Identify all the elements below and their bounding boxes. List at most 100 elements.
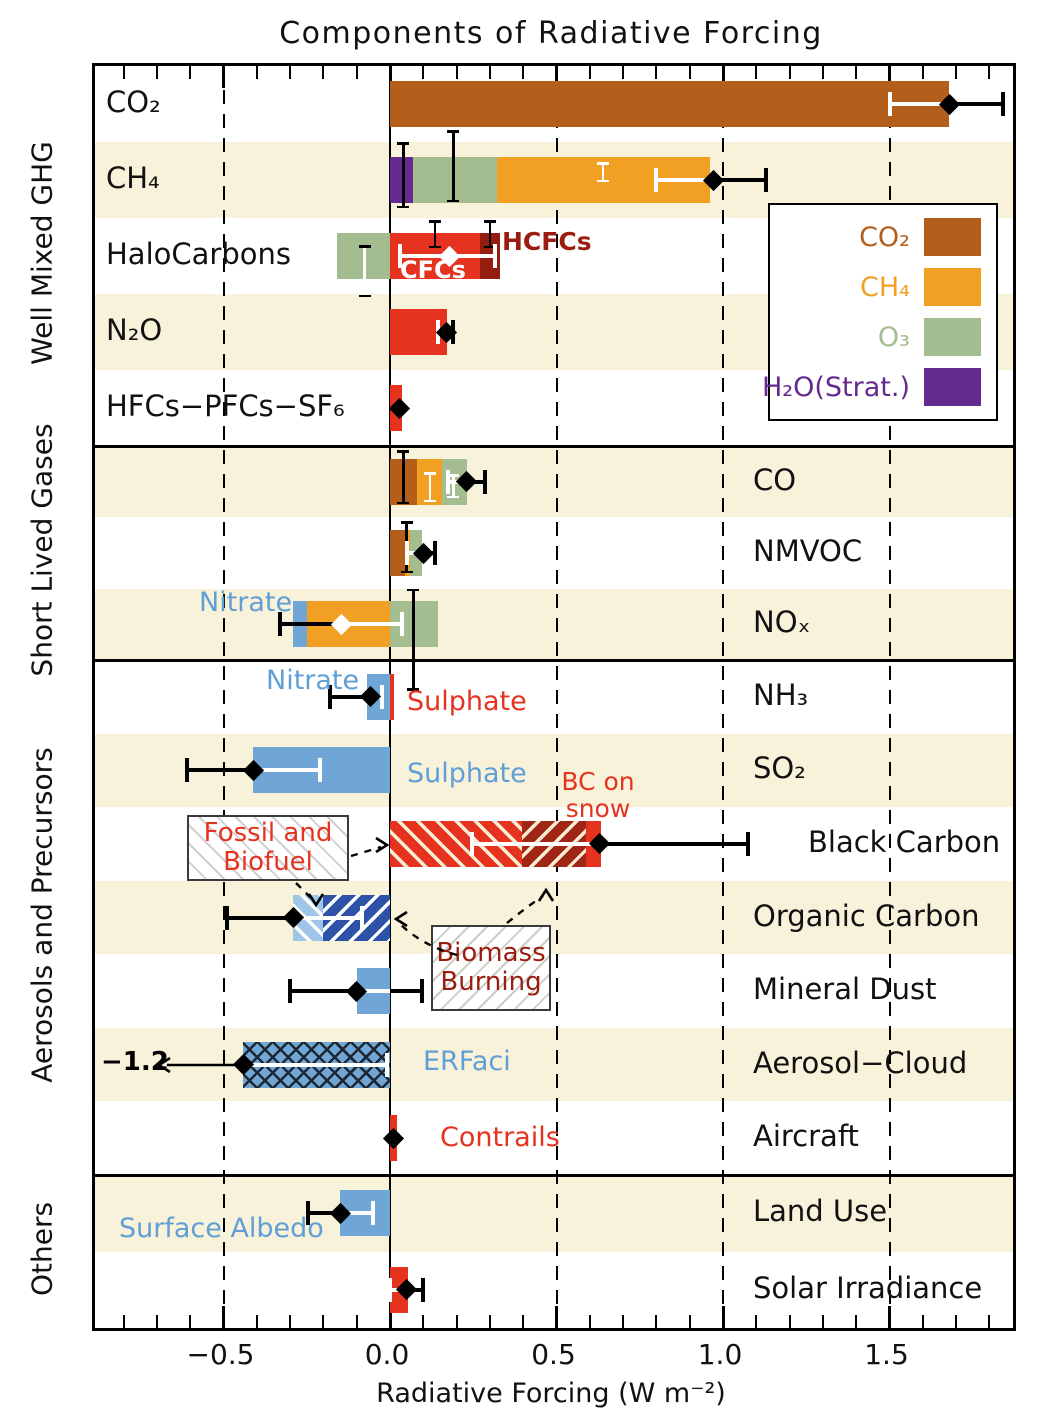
axis-tick: [555, 1306, 558, 1328]
mini-whisker-cap: [397, 142, 410, 145]
legend-swatch-o3: [924, 318, 981, 356]
error-bar-bc: [471, 841, 600, 846]
error-bar-oc: [226, 915, 294, 920]
legend-label: CH₄: [860, 271, 910, 303]
row-band-nox: [95, 588, 1013, 660]
axis-tick: [455, 1315, 458, 1328]
error-cap-nox: [278, 612, 283, 637]
axis-tick: [821, 66, 824, 79]
mini-whisker-cap: [397, 205, 410, 208]
gridline-1: [722, 66, 724, 1328]
axis-tick: [588, 66, 591, 79]
axis-tick: [422, 1315, 425, 1328]
error-cap-dust: [420, 979, 425, 1004]
annotation-sulphate-so2: Sulphate: [407, 758, 527, 789]
mini-whisker-cap: [397, 501, 410, 504]
error-cap-landuse: [306, 1201, 311, 1226]
error-cap-nmvoc: [404, 541, 409, 565]
annotation-bc-on-snow: BC on snow: [561, 767, 635, 823]
axis-tick: [655, 1315, 658, 1328]
axis-tick: [888, 1306, 891, 1328]
chart-title: Components of Radiative Forcing: [279, 16, 823, 51]
axis-tick: [189, 1315, 192, 1328]
x-tick-label: −0.5: [186, 1338, 255, 1371]
legend-item-h2o: H₂O(Strat.): [762, 368, 981, 406]
legend: CO₂ CH₄ O₃ H₂O(Strat.): [762, 203, 998, 421]
section-label-slg: Short Lived Gases: [25, 423, 59, 677]
axis-tick: [955, 1315, 958, 1328]
error-cap-halocarbons: [397, 244, 402, 268]
x-tick-label: 1.0: [697, 1338, 743, 1371]
axis-tick: [988, 1315, 991, 1328]
error-bar-so2: [186, 768, 254, 773]
error-cap-nox: [399, 612, 404, 637]
axis-tick: [921, 66, 924, 79]
error-cap-solar: [421, 1277, 426, 1302]
error-bar-ch4: [656, 178, 713, 182]
error-cap-co: [482, 469, 487, 494]
axis-tick: [322, 1315, 325, 1328]
row-label-co: CO: [753, 462, 797, 497]
mini-whisker: [412, 589, 415, 690]
mini-whisker: [601, 163, 605, 181]
axis-tick: [289, 66, 292, 79]
error-bar-nox: [280, 622, 342, 627]
x-axis-label: Radiative Forcing (W m⁻²): [376, 1378, 726, 1409]
annotation-cfcs: CFCs: [400, 256, 466, 284]
axis-tick: [222, 1306, 225, 1328]
mini-whisker: [402, 451, 405, 503]
error-cap-landuse: [371, 1201, 376, 1226]
row-band-aircraft: [95, 1101, 1013, 1175]
error-cap-co2: [887, 92, 892, 116]
callout-fossil-biofuel: Fossil and Biofuel: [187, 815, 349, 881]
mini-whisker-cap: [483, 245, 496, 248]
axis-tick: [588, 1315, 591, 1328]
error-bar-landuse: [340, 1211, 374, 1216]
axis-tick: [388, 1306, 392, 1328]
mini-whisker: [452, 475, 455, 497]
axis-tick: [522, 66, 525, 79]
mini-whisker-cap: [397, 450, 410, 453]
error-cap-nh3: [328, 684, 333, 709]
annotation-surface-albedo: Surface Albedo: [119, 1213, 324, 1244]
error-bar-dust: [390, 989, 423, 994]
axis-tick: [122, 66, 125, 79]
axis-tick: [955, 66, 958, 79]
mini-whisker: [452, 131, 455, 201]
callout-biomass-burning: Biomass Burning: [431, 925, 551, 1011]
axis-tick: [688, 66, 691, 79]
axis-tick: [821, 1315, 824, 1328]
error-bar-nh3: [330, 694, 370, 699]
row-label-n2o: N₂O: [106, 313, 163, 347]
axis-tick: [488, 1315, 491, 1328]
annotation-erfaci: ERFaci: [423, 1046, 511, 1077]
mini-whisker-cap: [407, 688, 420, 691]
error-cap-dust: [288, 979, 293, 1004]
bar-segment-nmvoc-0: [390, 530, 405, 576]
axis-tick: [655, 66, 658, 79]
axis-tick: [622, 66, 625, 79]
error-bar-co2: [949, 102, 1003, 106]
mini-whisker: [433, 221, 437, 247]
error-cap-co: [446, 469, 451, 494]
bar-segment-nh3-1: [390, 673, 394, 720]
error-bar-co2: [889, 102, 950, 106]
mini-whisker: [363, 246, 366, 296]
error-cap-bc: [469, 831, 474, 856]
annotation-nitrate-nox: Nitrate: [199, 587, 293, 618]
axis-tick: [255, 66, 258, 79]
mini-whisker-cap: [447, 199, 460, 202]
row-label-landuse: Land Use: [753, 1194, 888, 1229]
plot-area: CO₂ CH₄ HaloCarbons N₂O HFCs−PFCs−SF₆ CO NMVOC…: [92, 63, 1016, 1331]
row-label-hfcs: HFCs−PFCs−SF₆: [106, 389, 345, 423]
annotation-hcfcs: HCFCs: [502, 227, 592, 256]
gridline-1.5: [888, 66, 891, 1328]
section-label-wmghg: Well Mixed GHG: [25, 141, 59, 365]
row-band-landuse: [95, 1175, 1013, 1252]
axis-tick: [522, 1315, 525, 1328]
x-tick-label: 0.5: [531, 1338, 576, 1371]
axis-tick: [855, 66, 858, 79]
row-band-solar: [95, 1251, 1013, 1328]
mini-whisker-cap: [423, 499, 436, 502]
error-cap-nmvoc: [432, 541, 437, 565]
